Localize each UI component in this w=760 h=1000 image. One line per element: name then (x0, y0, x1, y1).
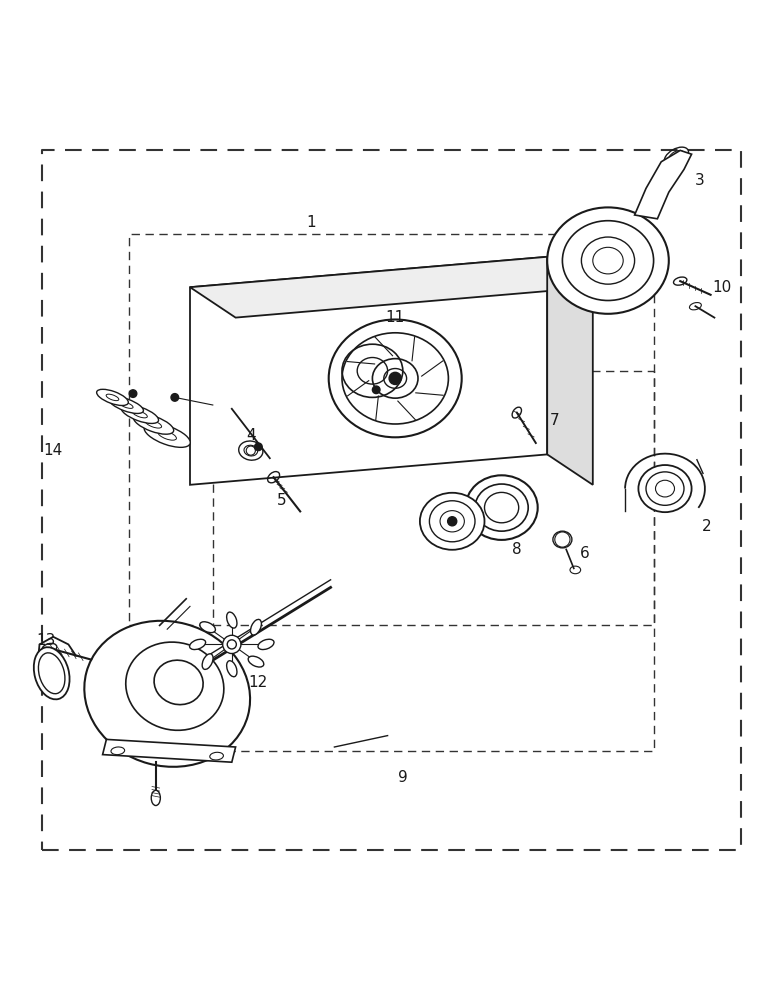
Ellipse shape (111, 747, 125, 755)
Ellipse shape (638, 465, 692, 512)
Ellipse shape (84, 621, 250, 767)
Ellipse shape (251, 619, 261, 635)
Polygon shape (547, 257, 593, 485)
Text: 10: 10 (712, 280, 732, 295)
Text: 2: 2 (702, 519, 711, 534)
Ellipse shape (97, 389, 128, 405)
Ellipse shape (39, 653, 65, 694)
Polygon shape (190, 257, 547, 485)
Circle shape (389, 372, 401, 384)
Ellipse shape (144, 423, 190, 447)
Text: 7: 7 (550, 413, 559, 428)
Text: 14: 14 (43, 443, 63, 458)
Text: 12: 12 (249, 675, 268, 690)
Text: 11: 11 (385, 310, 405, 325)
Text: 6: 6 (581, 546, 590, 561)
Ellipse shape (553, 531, 572, 548)
Ellipse shape (646, 472, 684, 505)
Ellipse shape (475, 484, 528, 531)
Text: 9: 9 (398, 770, 407, 785)
Ellipse shape (258, 639, 274, 650)
Polygon shape (190, 257, 593, 318)
Text: 3: 3 (695, 173, 704, 188)
Text: 1: 1 (307, 215, 316, 230)
Ellipse shape (226, 661, 237, 677)
Text: 4: 4 (246, 428, 255, 443)
Ellipse shape (249, 656, 264, 667)
Text: 5: 5 (277, 493, 286, 508)
Ellipse shape (562, 221, 654, 301)
Ellipse shape (202, 654, 213, 669)
Ellipse shape (154, 660, 203, 705)
Ellipse shape (133, 414, 174, 434)
Ellipse shape (420, 493, 485, 550)
Ellipse shape (226, 612, 237, 628)
Ellipse shape (109, 397, 144, 413)
Ellipse shape (33, 647, 70, 699)
Polygon shape (635, 150, 692, 219)
Ellipse shape (125, 642, 224, 730)
Circle shape (372, 386, 380, 394)
Circle shape (223, 635, 241, 654)
Ellipse shape (210, 752, 223, 760)
Text: 13: 13 (36, 633, 55, 648)
Circle shape (255, 443, 262, 451)
Circle shape (129, 390, 137, 397)
Circle shape (171, 394, 179, 401)
Ellipse shape (239, 441, 263, 460)
Ellipse shape (429, 501, 475, 542)
Circle shape (448, 517, 457, 526)
Ellipse shape (200, 622, 215, 633)
Text: 8: 8 (512, 542, 521, 557)
Ellipse shape (547, 207, 669, 314)
Ellipse shape (465, 475, 538, 540)
Ellipse shape (151, 790, 160, 806)
Polygon shape (103, 739, 236, 762)
Ellipse shape (121, 405, 159, 423)
Ellipse shape (189, 639, 206, 650)
